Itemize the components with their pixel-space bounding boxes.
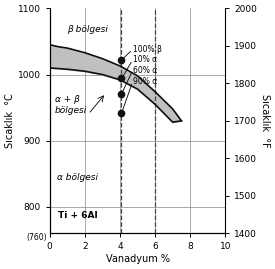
Text: β bölgesi: β bölgesi	[67, 24, 108, 34]
Text: 100% β: 100% β	[133, 45, 162, 54]
Text: α + β: α + β	[55, 95, 80, 104]
Text: Ti + 6Al: Ti + 6Al	[59, 211, 98, 220]
Y-axis label: Sıcaklık  °F: Sıcaklık °F	[260, 94, 270, 148]
Text: 10% α: 10% α	[133, 55, 158, 65]
Text: 60% α: 60% α	[133, 66, 158, 75]
Y-axis label: Sıcaklık  °C: Sıcaklık °C	[5, 93, 15, 148]
Text: α bölgesi: α bölgesi	[57, 174, 98, 182]
Text: (760): (760)	[26, 233, 46, 242]
X-axis label: Vanadyum %: Vanadyum %	[106, 254, 169, 264]
Text: bölgesi: bölgesi	[55, 106, 87, 115]
Text: 90% α: 90% α	[133, 77, 158, 86]
